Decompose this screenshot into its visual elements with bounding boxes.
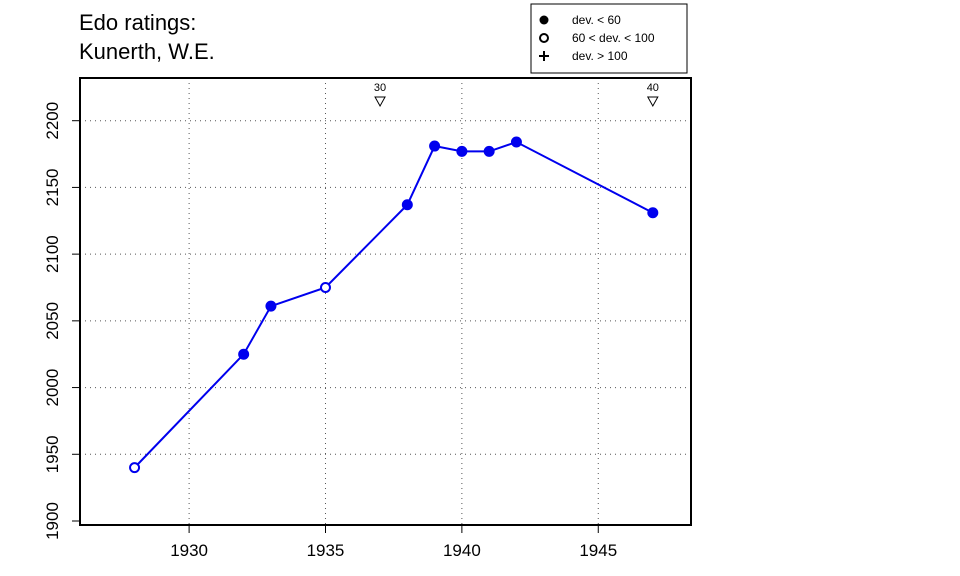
y-tick-label: 2150 bbox=[43, 169, 62, 207]
axes-layer: 1930 1935 1940 1945 1900 1950 2000 2050 2100 2150… bbox=[43, 102, 617, 560]
data-point-filled bbox=[265, 300, 277, 312]
data-point-filled bbox=[456, 145, 468, 157]
data-point-filled bbox=[647, 207, 659, 219]
x-tick-label: 1940 bbox=[443, 541, 481, 560]
series-line bbox=[133, 140, 654, 469]
chart-title: Edo ratings: Kunerth, W.E. bbox=[79, 8, 215, 66]
chart-title-line-2: Kunerth, W.E. bbox=[79, 39, 215, 64]
legend-label: dev. < 60 bbox=[572, 13, 621, 27]
data-point-open bbox=[319, 281, 331, 293]
data-point-filled bbox=[401, 199, 413, 211]
x-tick-label: 1945 bbox=[579, 541, 617, 560]
grid-lines bbox=[80, 78, 691, 525]
legend-symbol-filled bbox=[539, 15, 549, 25]
data-point-filled bbox=[429, 140, 441, 152]
marker-label: 30 bbox=[374, 82, 386, 94]
legend-box bbox=[530, 3, 688, 74]
y-tick-label: 2050 bbox=[43, 302, 62, 340]
marker-triangle bbox=[374, 96, 386, 108]
legend-label: 60 < dev. < 100 bbox=[572, 31, 655, 45]
data-point-filled bbox=[238, 348, 250, 360]
y-tick-label: 2000 bbox=[43, 369, 62, 407]
x-tick-label: 1930 bbox=[170, 541, 208, 560]
legend-symbol-open bbox=[539, 33, 549, 43]
legend-label: dev. > 100 bbox=[572, 49, 628, 63]
y-tick-label: 1950 bbox=[43, 435, 62, 473]
legend: dev. < 60 60 < dev. < 100 dev. > 100 bbox=[530, 3, 688, 74]
x-tick-label: 1935 bbox=[307, 541, 345, 560]
legend-symbol-plus bbox=[539, 51, 549, 61]
data-point-open bbox=[129, 462, 141, 474]
y-tick-label: 2200 bbox=[43, 102, 62, 140]
marker-label: 40 bbox=[647, 82, 659, 94]
marker-triangle bbox=[646, 96, 659, 108]
plot-frame bbox=[79, 77, 692, 526]
data-point-filled bbox=[483, 145, 495, 157]
y-tick-label: 1900 bbox=[43, 502, 62, 540]
y-tick-label: 2100 bbox=[43, 235, 62, 273]
series-layer bbox=[129, 136, 659, 474]
marker-layer: 30 40 bbox=[374, 82, 659, 108]
chart-title-line-1: Edo ratings: bbox=[79, 10, 197, 35]
data-point-filled bbox=[510, 136, 522, 148]
